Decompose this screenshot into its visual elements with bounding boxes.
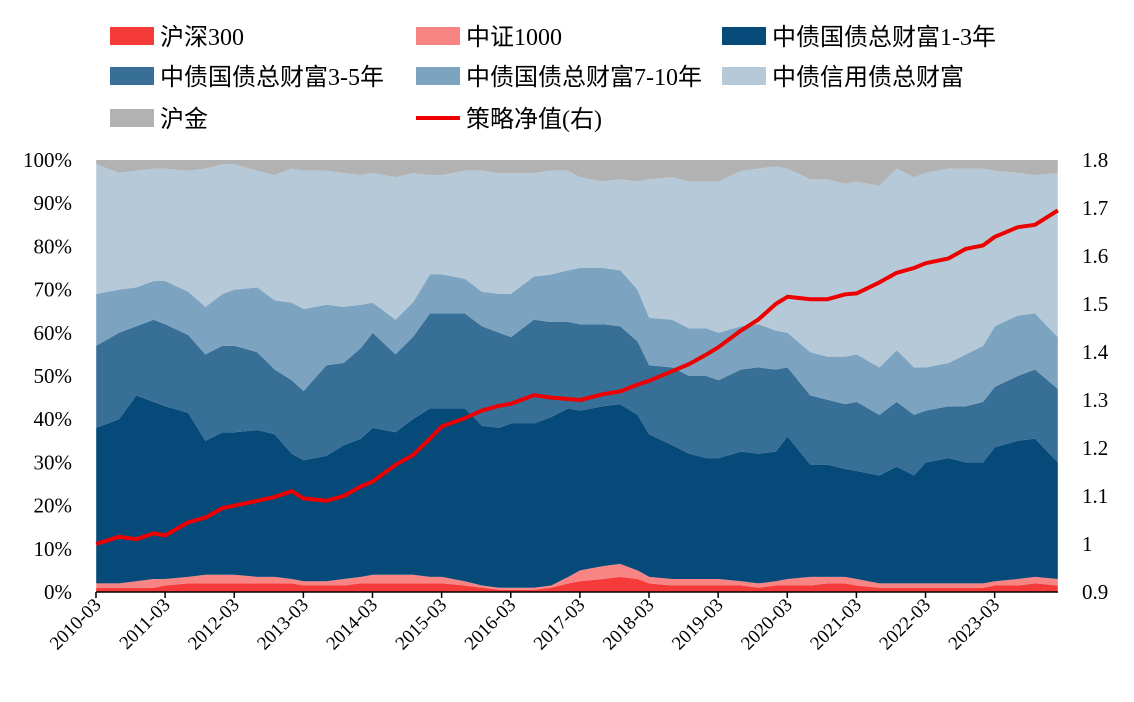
y2-tick-label: 1.7	[1082, 196, 1108, 220]
legend-label-中债国债总财富7-10年: 中债国债总财富7-10年	[466, 64, 702, 91]
y2-tick-label: 1.4	[1082, 340, 1109, 364]
left-y-axis-ticks: 0% 10% 20% 30% 40% 50% 60% 70% 80% 90% 100%	[23, 148, 72, 604]
legend-label-中债信用债总财富: 中债信用债总财富	[772, 64, 964, 91]
x-tick-label: 2013-03	[253, 595, 313, 655]
y2-tick-label: 1.6	[1082, 244, 1108, 268]
area-中债国债总财富1-3年	[96, 395, 1058, 588]
legend-swatch-中证1000	[416, 27, 460, 45]
area-中债国债总财富7-10年	[96, 268, 1058, 415]
y2-tick-label: 1	[1082, 532, 1093, 556]
y2-tick-label: 1.1	[1082, 484, 1108, 508]
x-tick-label: 2022-03	[875, 595, 935, 655]
y2-tick-label: 1.2	[1082, 436, 1108, 460]
legend-swatch-中债国债总财富1-3年	[722, 27, 766, 45]
legend-swatch-沪深300	[110, 27, 154, 45]
x-tick-label: 2014-03	[322, 595, 382, 655]
legend-label-沪深300: 沪深300	[160, 24, 244, 51]
area-中债信用债总财富	[96, 164, 1058, 368]
legend-label-中债国债总财富3-5年: 中债国债总财富3-5年	[160, 64, 384, 91]
strategy-nav-line	[95, 208, 1059, 546]
y-tick-label: 30%	[34, 450, 73, 474]
x-axis-ticks: 2010-03 2011-03 2012-03 2013-03 2014-03 2015-…	[46, 592, 1004, 654]
legend-swatch-中债信用债总财富	[722, 67, 766, 85]
legend-label-中证1000: 中证1000	[466, 24, 562, 51]
y-tick-label: 60%	[34, 321, 73, 345]
x-tick-label: 2017-03	[530, 595, 590, 655]
legend-label-策略净值-右: 策略净值(右)	[466, 106, 602, 133]
area-沪金	[96, 160, 1058, 186]
right-y-axis-ticks: 0.9 1 1.1 1.2 1.3 1.4 1.5 1.6 1.7 1.8	[1082, 148, 1109, 604]
x-tick-label: 2018-03	[599, 595, 659, 655]
y2-tick-label: 1.5	[1082, 292, 1108, 316]
y-tick-label: 50%	[34, 364, 73, 388]
area-中证1000	[96, 563, 1058, 590]
y-tick-label: 90%	[34, 191, 73, 215]
y-tick-label: 10%	[34, 537, 73, 561]
x-tick-label: 2012-03	[184, 595, 244, 655]
y-tick-label: 80%	[34, 234, 73, 258]
y-tick-label: 20%	[34, 494, 73, 518]
legend-swatch-沪金	[110, 109, 154, 127]
y2-tick-label: 1.8	[1082, 148, 1108, 172]
x-tick-label: 2015-03	[392, 595, 452, 655]
x-tick-label: 2020-03	[737, 595, 797, 655]
y2-tick-label: 1.3	[1082, 388, 1108, 412]
x-tick-label: 2011-03	[116, 595, 175, 654]
y-tick-label: 100%	[23, 148, 72, 172]
legend-swatch-中债国债总财富3-5年	[110, 67, 154, 85]
area-沪深300	[96, 576, 1058, 592]
y-tick-label: 70%	[34, 278, 73, 302]
x-tick-label: 2021-03	[806, 595, 866, 655]
y-tick-label: 0%	[44, 580, 72, 604]
legend-swatch-中债国债总财富7-10年	[416, 67, 460, 85]
y2-tick-label: 0.9	[1082, 580, 1108, 604]
x-tick-label: 2019-03	[668, 595, 728, 655]
area-中债国债总财富3-5年	[96, 313, 1058, 476]
stacked-area-series	[96, 160, 1058, 592]
x-tick-label: 2016-03	[461, 595, 521, 655]
legend-label-沪金: 沪金	[160, 106, 208, 133]
y-tick-label: 40%	[34, 407, 73, 431]
x-tick-label: 2023-03	[945, 595, 1005, 655]
line-策略净值-右	[95, 208, 1059, 546]
legend-label-中债国债总财富1-3年: 中债国债总财富1-3年	[772, 24, 996, 51]
